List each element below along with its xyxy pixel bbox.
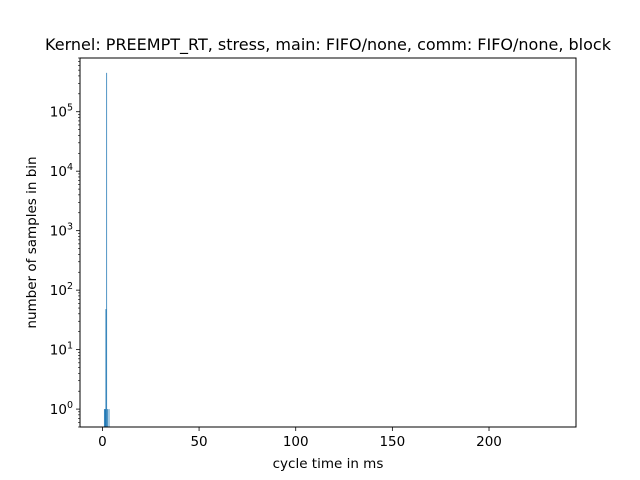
x-tick-label-2: 100 <box>283 434 309 450</box>
histogram-bar-2 <box>106 309 107 427</box>
histogram-bar-5 <box>109 409 110 427</box>
chart-title: Kernel: PREEMPT_RT, stress, main: FIFO/n… <box>45 35 612 55</box>
histogram-bar-1 <box>105 409 106 427</box>
x-tick-label-4: 200 <box>476 434 502 450</box>
x-axis-label: cycle time in ms <box>273 456 384 472</box>
x-tick-label-1: 50 <box>190 434 207 450</box>
histogram-bar-3 <box>106 73 107 427</box>
y-axis-label: number of samples in bin <box>24 156 40 328</box>
x-tick-label-0: 0 <box>98 434 107 450</box>
histogram-bar-4 <box>107 409 108 427</box>
histogram-bar-0 <box>104 409 105 427</box>
x-tick-label-3: 150 <box>379 434 405 450</box>
